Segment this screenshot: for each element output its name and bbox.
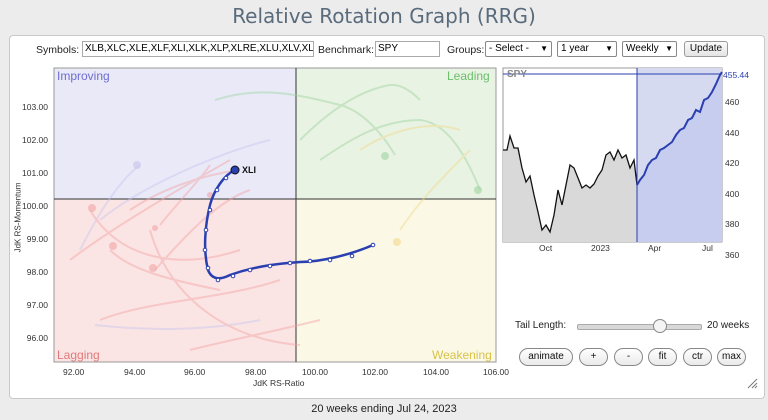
frequency-select[interactable]: Weekly ▼ bbox=[622, 41, 677, 57]
x-tick: 104.00 bbox=[423, 367, 449, 377]
y-tick: 102.00 bbox=[22, 135, 48, 145]
x-tick: 106.00 bbox=[483, 367, 509, 377]
y-tick: 101.00 bbox=[22, 168, 48, 178]
quadrant-label-improving: Improving bbox=[57, 69, 110, 83]
zoom-out-button[interactable]: - bbox=[614, 348, 643, 366]
spy-x-tick: 2023 bbox=[591, 243, 610, 253]
groups-label: Groups: bbox=[447, 44, 485, 56]
quadrant-label-lagging: Lagging bbox=[57, 348, 100, 362]
tail-length-slider-handle[interactable] bbox=[653, 319, 667, 333]
spy-label: SPY bbox=[507, 69, 528, 80]
quadrant-weakening bbox=[296, 199, 496, 362]
quadrant-improving bbox=[54, 68, 296, 199]
chevron-down-icon: ▼ bbox=[665, 44, 673, 53]
zoom-in-button[interactable]: + bbox=[579, 348, 608, 366]
groups-select[interactable]: - Select - ▼ bbox=[485, 41, 552, 57]
spy-y-tick: 440 bbox=[725, 127, 740, 138]
x-tick: 92.00 bbox=[63, 367, 85, 377]
x-tick: 96.00 bbox=[184, 367, 206, 377]
spy-y-tick: 400 bbox=[725, 188, 740, 199]
x-tick: 94.00 bbox=[124, 367, 146, 377]
rrg-x-axis-label: JdK RS-Ratio bbox=[253, 378, 305, 388]
spy-y-tick: 460 bbox=[725, 97, 740, 107]
spy-line-black bbox=[503, 133, 638, 234]
spy-y-tick: 380 bbox=[725, 219, 740, 229]
xli-label: XLI bbox=[242, 165, 257, 175]
symbols-input[interactable]: XLB,XLC,XLE,XLF,XLI,XLK,XLP,XLRE,XLU,XLV… bbox=[82, 41, 314, 57]
quadrant-label-weakening: Weakening bbox=[432, 348, 492, 362]
resize-handle-icon[interactable] bbox=[746, 377, 758, 389]
frequency-select-value: Weekly bbox=[626, 43, 659, 54]
spy-area-gray bbox=[503, 136, 637, 242]
quadrant-label-leading: Leading bbox=[447, 69, 490, 83]
update-button[interactable]: Update bbox=[684, 41, 728, 57]
rrg-frame bbox=[53, 67, 497, 363]
x-tick: 98.00 bbox=[245, 367, 267, 377]
xli-head-marker[interactable] bbox=[230, 165, 240, 175]
tail-length-label: Tail Length: bbox=[515, 320, 567, 331]
tail-length-slider[interactable] bbox=[577, 324, 702, 330]
faded-tails bbox=[69, 83, 481, 351]
quadrant-leading bbox=[296, 68, 496, 199]
benchmark-input[interactable]: SPY bbox=[375, 41, 440, 57]
symbols-label: Symbols: bbox=[36, 44, 80, 56]
y-tick: 100.00 bbox=[22, 201, 48, 211]
chevron-down-icon: ▼ bbox=[540, 44, 548, 53]
y-tick: 96.00 bbox=[26, 333, 48, 343]
xli-tail-points bbox=[202, 175, 376, 283]
y-tick: 103.00 bbox=[22, 102, 48, 112]
y-tick: 99.00 bbox=[26, 234, 48, 244]
center-button[interactable]: ctr bbox=[683, 348, 712, 366]
x-tick: 100.00 bbox=[302, 367, 328, 377]
benchmark-label: Benchmark: bbox=[318, 44, 375, 56]
y-tick: 98.00 bbox=[26, 267, 48, 277]
spy-y-tick: 420 bbox=[725, 158, 740, 168]
spy-y-ticks: 460 440 420 400 380 360 bbox=[725, 87, 739, 270]
period-select-value: 1 year bbox=[561, 43, 589, 54]
max-button[interactable]: max bbox=[717, 348, 746, 366]
footer-caption: 20 weeks ending Jul 24, 2023 bbox=[311, 403, 457, 415]
period-select[interactable]: 1 year ▼ bbox=[557, 41, 617, 57]
tail-length-value: 20 weeks bbox=[707, 320, 750, 331]
animate-button[interactable]: animate bbox=[519, 348, 573, 366]
spy-y-tick: 360 bbox=[725, 249, 740, 260]
groups-select-value: - Select - bbox=[489, 43, 530, 54]
y-tick: 97.00 bbox=[26, 300, 48, 310]
fit-button[interactable]: fit bbox=[648, 348, 677, 366]
chevron-down-icon: ▼ bbox=[605, 44, 613, 53]
quadrant-lagging bbox=[54, 199, 296, 362]
faded-tail-heads bbox=[88, 152, 482, 272]
rrg-y-ticks: 103.00 102.00 101.00 100.00 99.00 98.00 … bbox=[18, 91, 48, 355]
spy-x-tick: Oct bbox=[539, 243, 553, 253]
spy-x-tick: Jul bbox=[702, 243, 713, 253]
x-tick: 102.00 bbox=[362, 367, 388, 377]
page-title: Relative Rotation Graph (RRG) bbox=[232, 4, 536, 28]
spy-x-tick: Apr bbox=[648, 243, 662, 253]
spy-area-blue bbox=[637, 72, 722, 242]
spy-line-blue bbox=[636, 71, 723, 186]
spy-last-value: 455.44 bbox=[723, 70, 749, 80]
